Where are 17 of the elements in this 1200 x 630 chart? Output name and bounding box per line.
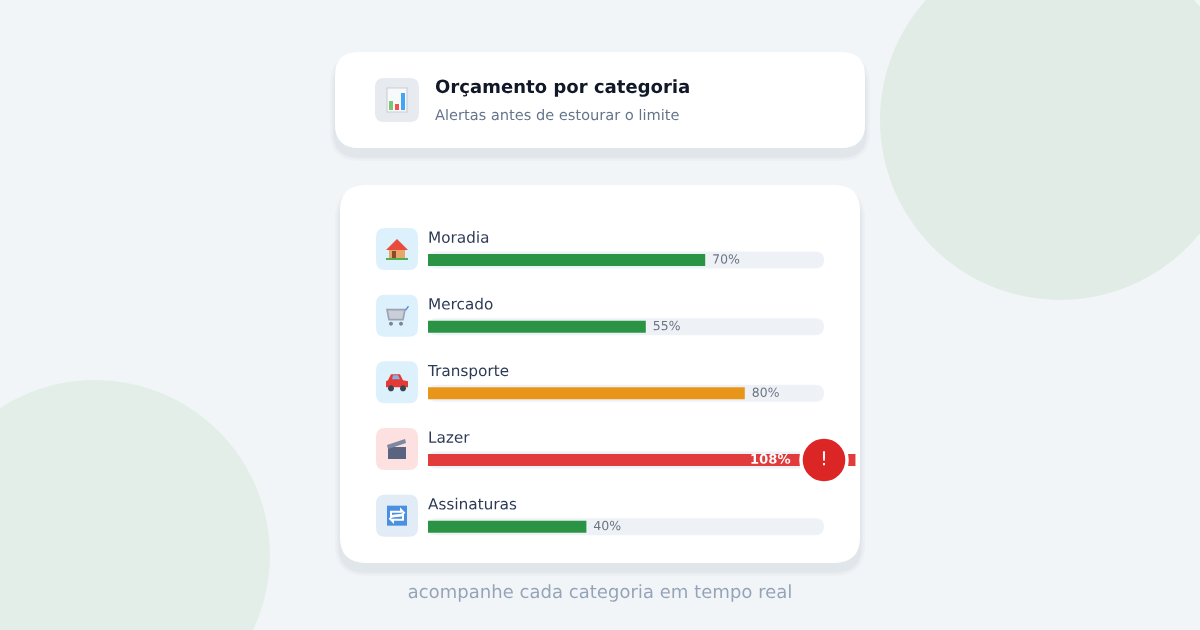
y-tick-label: Moradia: [429, 231, 489, 243]
y-tick-label: Lazer: [429, 431, 470, 443]
y-tick-label: Assinaturas: [428, 497, 517, 510]
data-label: 70%: [713, 254, 740, 264]
data-label: 108%: [751, 453, 791, 464]
bar: [428, 254, 706, 266]
annotation: !: [823, 451, 825, 466]
data-label: 55%: [653, 320, 680, 331]
text: acompanhe cada categoria em tempo real: [408, 584, 791, 602]
chart-title: Orçamento por categoria: [435, 79, 689, 97]
data-label: 40%: [593, 520, 621, 531]
y-tick-label: Mercado: [429, 297, 493, 310]
data-label: 80%: [752, 387, 779, 397]
y-tick-label: Transporte: [427, 364, 509, 380]
bar: [428, 320, 646, 333]
chart-subtitle: Alertas antes de estourar o limite: [435, 108, 679, 121]
bar: [428, 520, 587, 533]
